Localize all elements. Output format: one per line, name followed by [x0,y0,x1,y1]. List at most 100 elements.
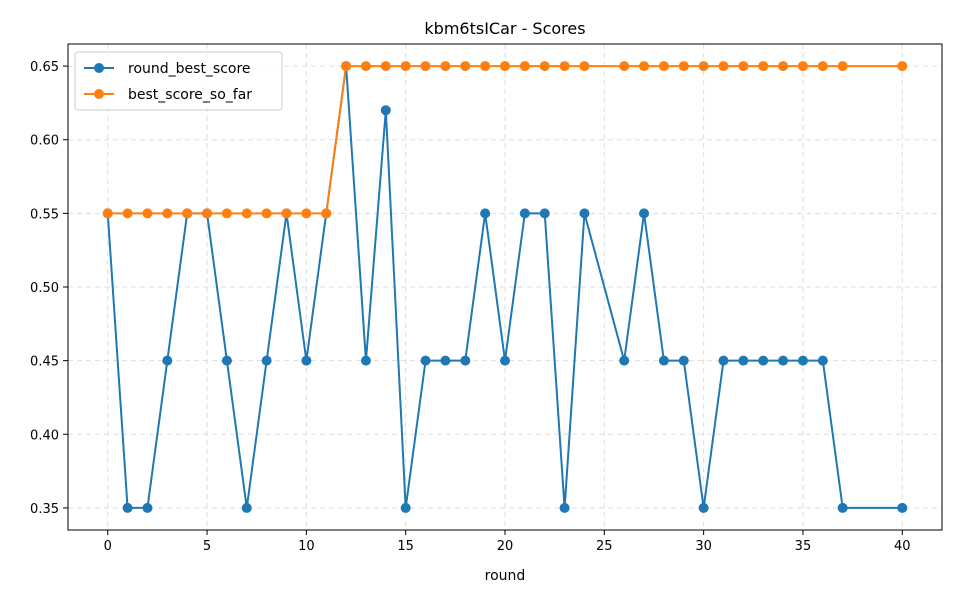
chart-title: kbm6tsICar - Scores [424,19,585,38]
data-point-best_score_so_far [738,61,749,72]
data-point-best_score_so_far [341,61,352,72]
data-point-round_best_score [619,355,630,366]
data-point-round_best_score [142,502,153,513]
series-best_score_so_far [102,61,908,219]
data-point-best_score_so_far [102,208,113,219]
data-point-best_score_so_far [698,61,709,72]
data-point-best_score_so_far [559,61,570,72]
data-point-best_score_so_far [678,61,689,72]
data-point-round_best_score [122,502,133,513]
data-point-best_score_so_far [281,208,292,219]
data-point-best_score_so_far [539,61,550,72]
data-point-round_best_score [400,502,411,513]
series-layer [102,61,908,513]
data-point-round_best_score [758,355,769,366]
data-point-best_score_so_far [758,61,769,72]
legend-item-best_score_so_far: best_score_so_far [84,87,252,103]
data-point-round_best_score [241,502,252,513]
y-tick-label: 0.45 [30,355,59,370]
data-point-round_best_score [559,502,570,513]
y-tick-label: 0.50 [30,281,59,296]
legend: round_best_score best_score_so_far [74,51,283,111]
data-point-best_score_so_far [480,61,491,72]
data-point-round_best_score [797,355,808,366]
data-point-best_score_so_far [460,61,471,72]
data-point-round_best_score [738,355,749,366]
x-axis: 0 5 10 15 20 25 30 35 40 [104,530,911,554]
data-point-best_score_so_far [122,208,133,219]
legend-item-round_best_score: round_best_score [84,61,251,77]
data-point-best_score_so_far [897,61,908,72]
x-tick-label: 20 [497,539,514,554]
data-point-round_best_score [500,355,510,366]
data-point-best_score_so_far [400,61,411,72]
data-point-best_score_so_far [182,208,193,219]
data-point-best_score_so_far [658,61,669,72]
data-point-round_best_score [162,355,173,366]
data-point-round_best_score [778,355,789,366]
x-tick-label: 40 [894,539,911,554]
legend-label: best_score_so_far [128,87,252,103]
data-point-best_score_so_far [519,61,530,72]
data-point-round_best_score [678,355,689,366]
data-point-best_score_so_far [162,208,173,219]
data-point-best_score_so_far [797,61,808,72]
data-point-round_best_score [837,502,848,513]
data-point-round_best_score [460,355,471,366]
x-tick-label: 15 [397,539,414,554]
legend-box [74,51,283,111]
y-tick-label: 0.60 [30,134,59,149]
data-point-best_score_so_far [500,61,510,72]
data-point-best_score_so_far [380,61,391,72]
data-point-round_best_score [480,208,491,219]
legend-label: round_best_score [128,61,251,77]
x-tick-label: 5 [203,539,211,554]
data-point-round_best_score [360,355,371,366]
x-tick-label: 30 [695,539,712,554]
data-point-best_score_so_far [718,61,729,72]
data-point-round_best_score [698,502,709,513]
x-tick-label: 0 [104,539,112,554]
data-point-round_best_score [817,355,828,366]
data-point-best_score_so_far [221,208,232,219]
y-tick-label: 0.35 [30,502,59,517]
data-point-best_score_so_far [420,61,431,72]
data-point-round_best_score [420,355,431,366]
data-point-best_score_so_far [301,208,312,219]
y-tick-label: 0.55 [30,207,59,222]
data-point-round_best_score [658,355,669,366]
y-axis: 0.35 0.40 0.45 0.50 0.55 0.60 0.65 [30,60,68,517]
y-tick-label: 0.40 [30,428,59,443]
data-point-round_best_score [539,208,550,219]
x-tick-label: 35 [795,539,812,554]
data-point-round_best_score [897,502,908,513]
data-point-round_best_score [261,355,272,366]
data-point-best_score_so_far [360,61,371,72]
x-axis-label: round [485,568,526,584]
data-point-best_score_so_far [261,208,272,219]
data-point-round_best_score [639,208,650,219]
data-point-round_best_score [579,208,590,219]
legend-swatch-marker [94,89,104,99]
data-point-round_best_score [221,355,232,366]
data-point-best_score_so_far [639,61,650,72]
data-point-best_score_so_far [321,208,332,219]
data-point-best_score_so_far [142,208,153,219]
data-point-best_score_so_far [817,61,828,72]
data-point-round_best_score [380,105,391,116]
legend-swatch-marker [94,63,104,73]
data-point-round_best_score [301,355,312,366]
x-tick-label: 10 [298,539,315,554]
data-point-round_best_score [440,355,451,366]
data-point-round_best_score [519,208,530,219]
data-point-best_score_so_far [241,208,252,219]
data-point-round_best_score [718,355,729,366]
data-point-best_score_so_far [202,208,213,219]
data-point-best_score_so_far [579,61,590,72]
data-point-best_score_so_far [778,61,789,72]
y-tick-label: 0.65 [30,60,59,75]
x-tick-label: 25 [596,539,613,554]
grid [68,44,942,530]
data-point-best_score_so_far [440,61,451,72]
data-point-best_score_so_far [619,61,630,72]
